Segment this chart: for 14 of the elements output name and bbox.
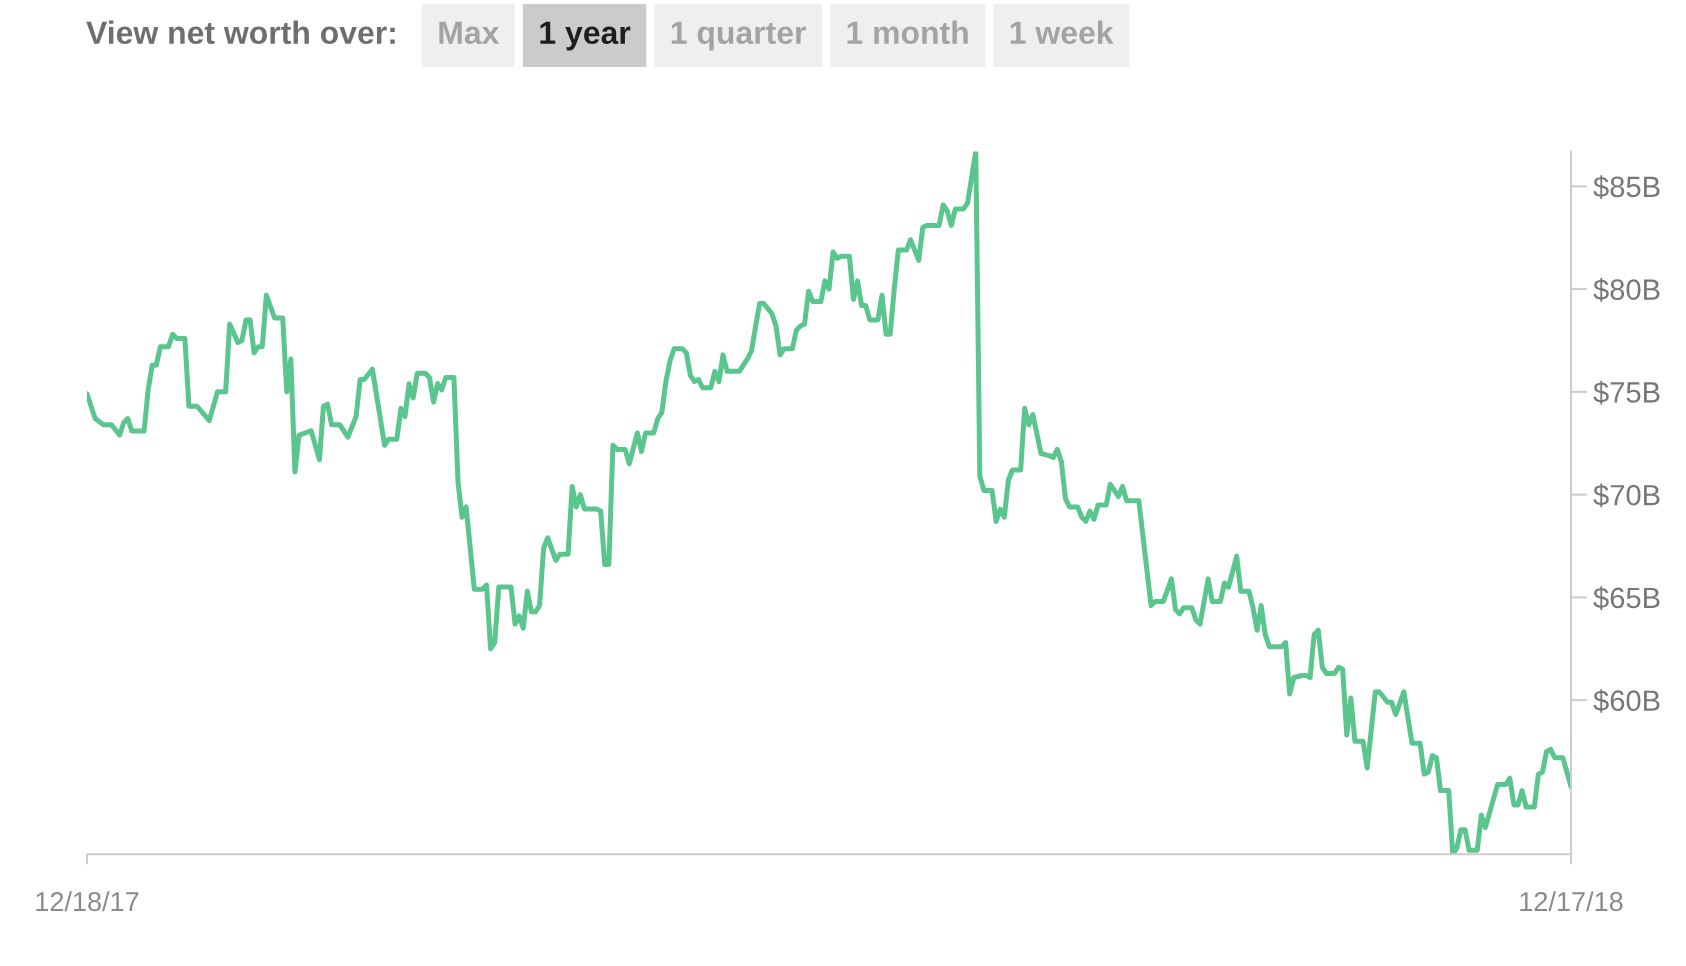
- y-tick-label: $80B: [1593, 278, 1660, 302]
- text: 1 month: [847, 20, 968, 45]
- y-tick-label: $60B: [1593, 689, 1660, 713]
- text: 1 week: [1010, 20, 1114, 45]
- x-tick-label: 12/17/18: [1520, 891, 1623, 912]
- text: 1 year: [540, 21, 631, 51]
- chart-title: View net worth over:: [86, 20, 395, 45]
- text: Max: [439, 21, 500, 45]
- y-tick-label: $75B: [1593, 380, 1660, 405]
- y-tick-label: $85B: [1593, 175, 1660, 199]
- text: 1 quarter: [671, 21, 806, 51]
- y-tick-label: $65B: [1593, 586, 1660, 610]
- x-tick-label: 12/18/17: [36, 891, 139, 912]
- y-tick-label: $70B: [1593, 483, 1660, 508]
